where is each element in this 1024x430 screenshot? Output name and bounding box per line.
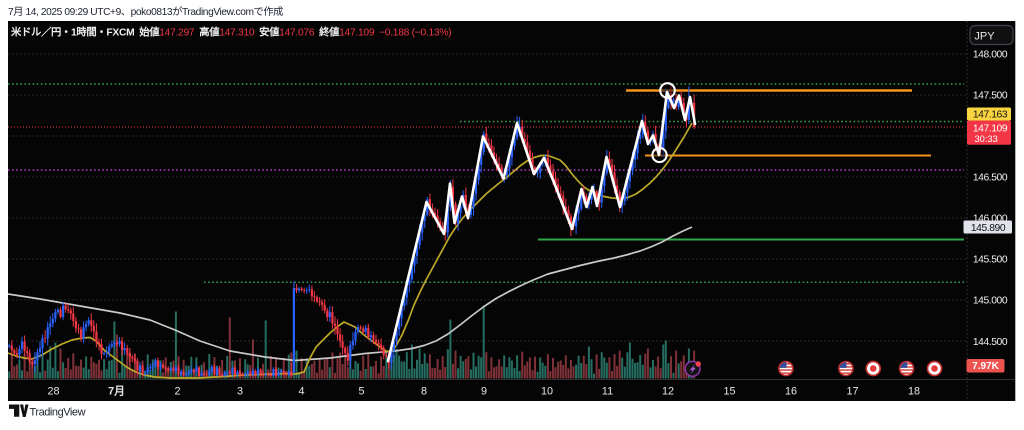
svg-text:147.500: 147.500: [973, 91, 1008, 102]
svg-text:17: 17: [846, 386, 858, 398]
svg-text:145.000: 145.000: [973, 296, 1008, 307]
svg-text:146.000: 146.000: [973, 214, 1008, 225]
svg-text:146.500: 146.500: [973, 173, 1008, 184]
svg-text:18: 18: [908, 386, 920, 398]
svg-text:5: 5: [358, 386, 364, 398]
svg-text:9: 9: [481, 386, 487, 398]
svg-text:2: 2: [174, 386, 180, 398]
svg-text:4: 4: [298, 386, 304, 398]
svg-text:12: 12: [662, 386, 674, 398]
svg-text:16: 16: [785, 386, 797, 398]
svg-text:147.163: 147.163: [973, 110, 1008, 121]
svg-text:148.000: 148.000: [973, 50, 1008, 61]
svg-text:11: 11: [602, 386, 613, 398]
svg-text:7月 14, 2025 09:29 UTC+9、poko08: 7月 14, 2025 09:29 UTC+9、poko0813がTrading…: [8, 5, 283, 18]
svg-text:145.890: 145.890: [971, 223, 1006, 234]
svg-text:米ドル／円・1時間・FXCM 始値147.297 高値147: 米ドル／円・1時間・FXCM 始値147.297 高値147.310 安値147…: [11, 26, 451, 39]
svg-text:30:33: 30:33: [975, 134, 998, 144]
svg-text:144.500: 144.500: [973, 337, 1008, 348]
svg-text:JPY: JPY: [974, 30, 995, 42]
svg-text:TradingView: TradingView: [30, 407, 86, 419]
svg-text:15: 15: [723, 386, 735, 398]
svg-text:8: 8: [421, 386, 427, 398]
svg-text:7月: 7月: [108, 385, 125, 398]
svg-text:3: 3: [237, 386, 243, 398]
svg-text:28: 28: [47, 386, 59, 398]
svg-text:145.500: 145.500: [973, 255, 1008, 266]
svg-text:7.97K: 7.97K: [972, 361, 999, 372]
svg-text:147.109: 147.109: [973, 124, 1008, 135]
svg-text:10: 10: [541, 386, 553, 398]
